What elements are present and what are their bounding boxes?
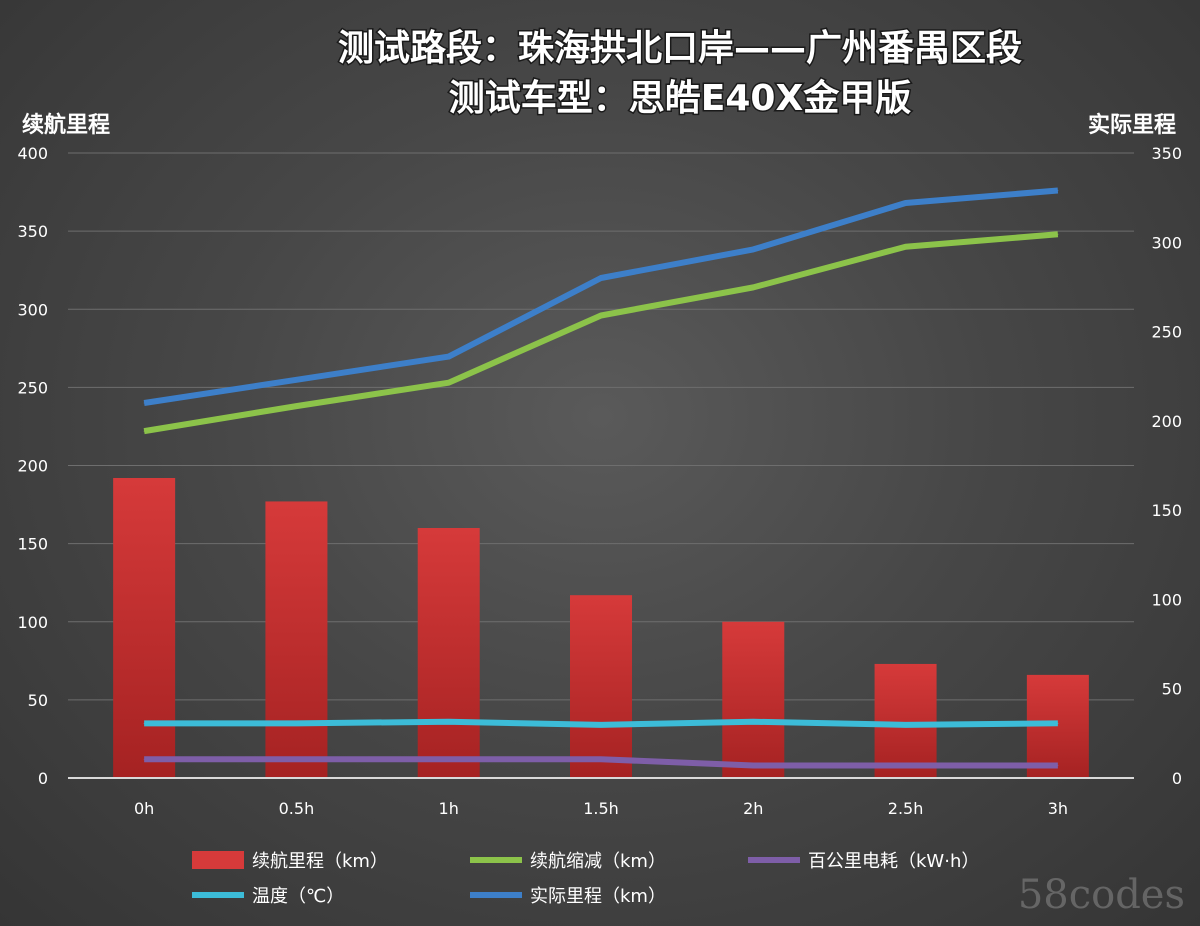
line-point bbox=[1057, 722, 1059, 724]
line-point bbox=[295, 379, 297, 381]
left-tick-label: 300 bbox=[17, 300, 48, 319]
bar bbox=[113, 478, 176, 778]
right-tick-label: 50 bbox=[1162, 680, 1182, 699]
legend-label: 百公里电耗（kW·h） bbox=[808, 851, 979, 872]
line-point bbox=[1057, 765, 1059, 766]
legend-label: 实际里程（km） bbox=[530, 886, 666, 907]
legend-swatch bbox=[192, 851, 244, 869]
series-line bbox=[143, 231, 1059, 435]
axes: 0 50 100 150 200 250 300 350 400 0 50 100 150 200 250 3… bbox=[17, 144, 1182, 818]
left-tick-label: 50 bbox=[28, 691, 48, 710]
line-point bbox=[752, 248, 754, 250]
line-point bbox=[295, 758, 297, 760]
line-point bbox=[600, 758, 602, 760]
right-tick-label: 0 bbox=[1172, 769, 1182, 788]
x-tick-label: 1h bbox=[439, 799, 459, 818]
legend-label: 温度（℃） bbox=[252, 886, 344, 907]
right-tick-label: 200 bbox=[1151, 412, 1182, 431]
right-tick-label: 150 bbox=[1151, 501, 1182, 520]
line-point bbox=[905, 724, 907, 726]
line-point bbox=[448, 758, 450, 760]
line-point bbox=[600, 724, 602, 726]
bar bbox=[570, 595, 632, 778]
left-tick-label: 0 bbox=[38, 769, 48, 788]
x-tick-label: 1.5h bbox=[583, 799, 619, 818]
series-line bbox=[143, 187, 1059, 406]
line-point bbox=[905, 202, 907, 204]
bar bbox=[265, 501, 328, 778]
x-tick-label: 2.5h bbox=[888, 799, 924, 818]
line-point bbox=[143, 758, 145, 760]
left-tick-label: 150 bbox=[17, 535, 48, 554]
chart-title: 测试路段：珠海拱北口岸——广州番禺区段 bbox=[338, 28, 1022, 69]
line-point bbox=[1057, 233, 1059, 235]
left-tick-label: 200 bbox=[17, 457, 48, 476]
line-point bbox=[295, 722, 297, 724]
line-point bbox=[448, 721, 450, 723]
line-point bbox=[295, 405, 297, 407]
x-tick-label: 0h bbox=[134, 799, 154, 818]
bar bbox=[874, 663, 937, 778]
left-tick-label: 100 bbox=[17, 613, 48, 632]
left-tick-label: 400 bbox=[17, 144, 48, 163]
legend: 续航里程（km） 续航缩减（km） 百公里电耗（kW·h） 温度（℃） 实际里程（km） bbox=[192, 851, 979, 907]
line-point bbox=[905, 246, 907, 248]
right-axis-title: 实际里程 bbox=[1088, 112, 1176, 138]
line-point bbox=[905, 765, 907, 766]
line-point bbox=[752, 765, 754, 766]
right-tick-label: 300 bbox=[1151, 233, 1182, 252]
left-tick-label: 250 bbox=[17, 378, 48, 397]
right-tick-label: 250 bbox=[1151, 323, 1182, 342]
line-series bbox=[143, 187, 1059, 769]
line-point bbox=[752, 286, 754, 288]
line-point bbox=[143, 722, 145, 724]
line-point bbox=[448, 356, 450, 358]
legend-label: 续航缩减（km） bbox=[530, 851, 666, 872]
x-tick-label: 3h bbox=[1048, 799, 1068, 818]
watermark: 58codes bbox=[1018, 872, 1185, 918]
right-tick-label: 100 bbox=[1151, 590, 1182, 609]
line-point bbox=[143, 430, 145, 432]
legend-label: 续航里程（km） bbox=[252, 851, 388, 872]
right-tick-label: 350 bbox=[1151, 144, 1182, 163]
line-point bbox=[752, 721, 754, 723]
bar bbox=[722, 621, 785, 778]
bar bbox=[417, 528, 480, 778]
left-tick-label: 350 bbox=[17, 222, 48, 241]
line-point bbox=[1057, 190, 1059, 191]
line-point bbox=[448, 382, 450, 384]
line-point bbox=[600, 277, 602, 279]
left-axis-title: 续航里程 bbox=[22, 112, 110, 138]
x-tick-label: 0.5h bbox=[279, 799, 315, 818]
line-point bbox=[600, 315, 602, 316]
chart-subtitle: 测试车型：思皓E40X金甲版 bbox=[449, 77, 911, 119]
x-tick-label: 2h bbox=[743, 799, 763, 818]
line-point bbox=[143, 402, 145, 404]
bar-series bbox=[113, 478, 1089, 778]
